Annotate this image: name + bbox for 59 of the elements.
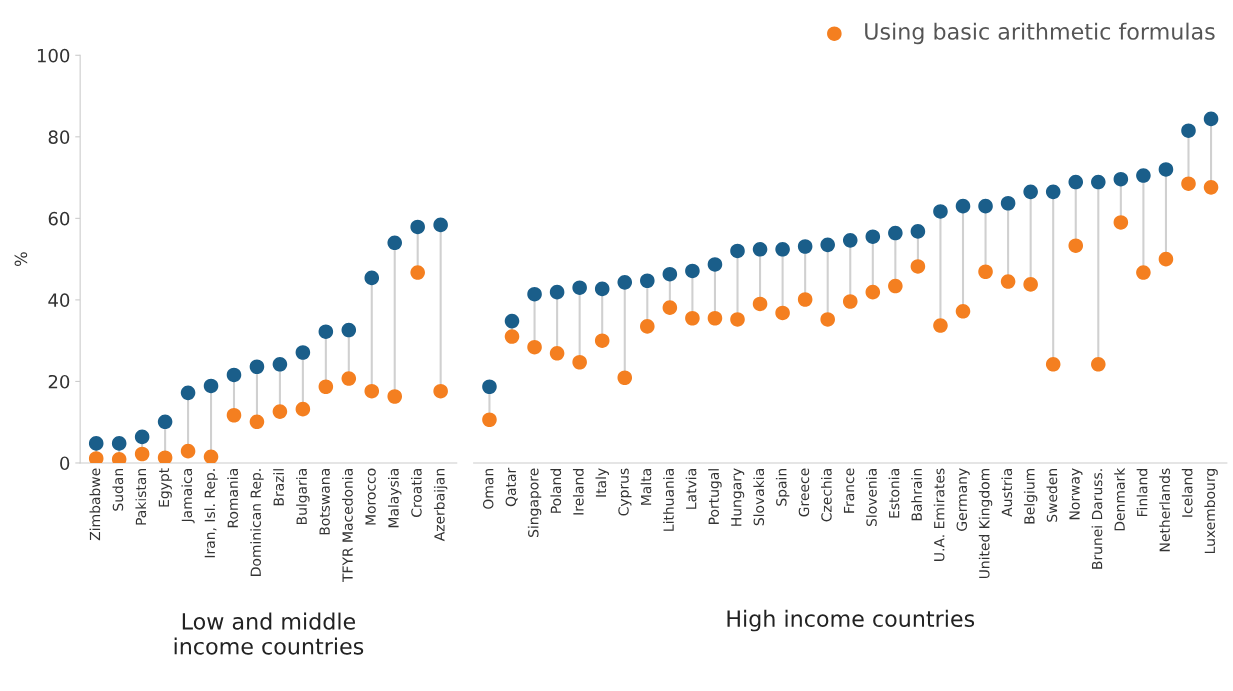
x-tick-label: Finland <box>1136 469 1148 517</box>
x-tick-label: Portugal <box>708 469 722 524</box>
x-tick-label: Egypt <box>158 468 172 507</box>
x-tick-label: Dominican Rep. <box>250 469 264 576</box>
x-tick-label: Slovenia <box>866 469 877 527</box>
x-tick-label: Poland <box>550 469 562 513</box>
x-tick-label: United Kingdom <box>978 469 993 579</box>
x-tick-label: Sudan <box>112 469 124 511</box>
x-tick-label: Romania <box>227 469 239 528</box>
x-tick-label: Jamaica <box>181 469 195 524</box>
x-tick-label: Austria <box>1001 469 1013 517</box>
x-tick-label: Lithuania <box>663 469 674 531</box>
x-tick-label: France <box>843 468 855 513</box>
x-tick-label: Botswana <box>319 469 330 535</box>
x-tick-label: Estonia <box>888 469 900 518</box>
x-tick-label: Oman <box>482 469 494 509</box>
x-tick-label: Iceland <box>1181 469 1193 517</box>
x-tick-label: Croatia <box>410 469 422 517</box>
x-tick-label: Spain <box>775 469 790 506</box>
x-tick-label: Norway <box>1069 468 1083 520</box>
x-tick-label: TFYR Macedonia <box>342 469 353 583</box>
x-tick-label: Azerbaijan <box>433 469 448 542</box>
x-tick-label: Zimbabwe <box>89 468 101 541</box>
y-tick-label: 20 <box>48 374 70 389</box>
x-tick-label: Bahrain <box>911 469 922 521</box>
x-tick-label: Sweden <box>1046 469 1058 522</box>
x-tick-label: Bulgaria <box>296 469 310 525</box>
x-tick-label: U.A. Emirates <box>933 468 945 561</box>
x-tick-label: Brazil <box>273 469 284 506</box>
x-tick-label: Singapore <box>527 468 542 537</box>
y-tick-label: 100 <box>37 48 70 63</box>
x-tick-label: Brunei Daruss. <box>1091 469 1103 569</box>
x-tick-label: Denmark <box>1114 467 1125 531</box>
x-tick-label: Greece <box>798 468 810 517</box>
x-tick-label: Malta <box>640 469 652 505</box>
y-axis-title: % <box>14 252 28 267</box>
legend-label: Using basic arithmetic formulas <box>865 22 1215 45</box>
x-tick-label: Iran, Isl. Rep. <box>204 469 218 558</box>
y-tick-label: 40 <box>48 293 70 308</box>
x-tick-label: Latvia <box>685 469 697 509</box>
x-tick-label: Czechia <box>820 469 832 522</box>
x-tick-label: Morocco <box>365 468 376 525</box>
x-axis-title: High income countries <box>727 609 975 632</box>
x-tick-label: Netherlands <box>1159 468 1170 552</box>
x-axis-title: Low and middle income countries <box>174 612 364 655</box>
y-tick-label: 60 <box>48 211 70 226</box>
x-tick-label: Hungary <box>731 468 745 526</box>
x-tick-label: Germany <box>956 468 970 531</box>
x-tick-label: Ireland <box>572 469 584 515</box>
x-tick-label: Luxembourg <box>1204 469 1218 554</box>
x-tick-label: Qatar <box>505 467 518 507</box>
y-tick-label: 80 <box>48 130 70 144</box>
x-tick-label: Slovakia <box>753 469 765 526</box>
x-tick-label: Malaysia <box>388 469 402 528</box>
x-tick-label: Italy <box>595 468 609 497</box>
x-tick-label: Belgium <box>1023 469 1038 524</box>
y-tick-label: 0 <box>60 456 70 471</box>
x-tick-label: Cyprus <box>618 468 632 516</box>
x-tick-label: Pakistan <box>135 469 147 525</box>
